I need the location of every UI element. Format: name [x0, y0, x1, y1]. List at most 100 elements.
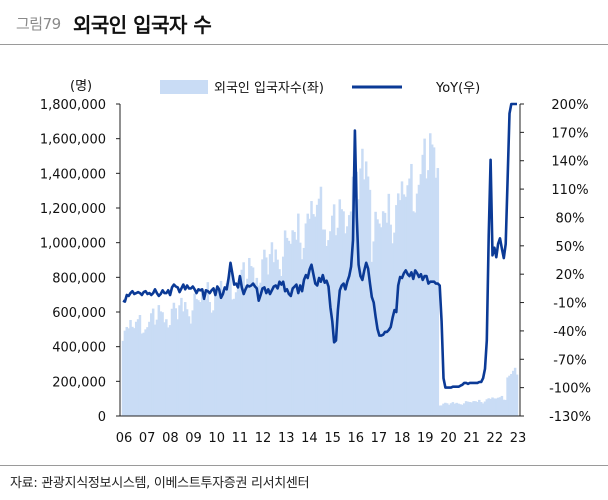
- arrivals-bar: [438, 405, 441, 416]
- arrivals-bar: [206, 282, 210, 416]
- arrivals-area-series: [121, 133, 519, 417]
- arrivals-bar: [134, 321, 138, 416]
- arrivals-bar: [504, 399, 507, 416]
- arrivals-bar: [234, 292, 238, 416]
- footer-divider: [0, 465, 608, 466]
- arrivals-bar: [385, 222, 389, 416]
- arrivals-bar: [142, 332, 145, 416]
- arrivals-bar: [317, 198, 321, 416]
- arrivals-bar: [138, 315, 142, 416]
- left-tick-label: 1,400,000: [40, 167, 106, 182]
- arrivals-bar: [415, 193, 419, 416]
- arrivals-bar: [506, 377, 509, 416]
- arrivals-bar: [464, 401, 468, 416]
- arrivals-bar: [346, 226, 349, 416]
- arrivals-bar: [468, 402, 472, 416]
- right-tick-label: -70%: [553, 353, 587, 368]
- arrivals-bar: [278, 269, 281, 416]
- arrivals-bar: [412, 211, 415, 416]
- arrivals-bar: [457, 403, 460, 416]
- arrivals-bar: [172, 302, 176, 416]
- arrivals-bar: [208, 302, 211, 416]
- arrivals-bar: [251, 267, 255, 416]
- left-tick-label: 1,200,000: [40, 202, 106, 217]
- left-tick-label: 800,000: [52, 271, 106, 286]
- arrivals-bar: [376, 219, 379, 416]
- right-axis-ticks: -130% -100% -70% -40% -10% 20% 50% 80% 110% 140% 1…: [520, 98, 591, 425]
- right-tick-label: 140%: [551, 155, 588, 170]
- arrivals-bar: [223, 291, 227, 416]
- left-tick-label: 600,000: [52, 306, 106, 321]
- arrivals-bar: [361, 148, 364, 416]
- arrivals-bar: [496, 397, 500, 416]
- arrivals-bar: [217, 292, 221, 416]
- arrivals-bar: [240, 269, 244, 416]
- arrivals-bar: [136, 319, 140, 416]
- left-tick-label: 1,800,000: [40, 98, 106, 113]
- x-tick-label: 12: [255, 431, 272, 446]
- arrivals-bar: [453, 403, 457, 416]
- legend: 외국인 입국자수(좌) YoY(우): [160, 80, 480, 96]
- arrivals-bar: [249, 266, 253, 416]
- arrivals-bar: [338, 199, 342, 416]
- right-tick-label: 110%: [551, 183, 588, 198]
- arrivals-bar: [219, 280, 223, 416]
- arrivals-bar: [444, 402, 447, 416]
- arrivals-bar: [259, 282, 262, 416]
- right-tick-label: -100%: [549, 382, 591, 397]
- right-tick-label: 50%: [556, 240, 585, 255]
- arrivals-bar: [238, 281, 242, 416]
- arrivals-bar: [246, 278, 249, 416]
- arrivals-bar: [189, 323, 193, 416]
- arrivals-bar: [216, 289, 219, 416]
- arrivals-bar: [449, 403, 453, 416]
- arrivals-bar: [321, 229, 325, 416]
- arrivals-bar: [410, 163, 413, 416]
- yoy-line: [122, 102, 517, 389]
- arrivals-bar: [319, 186, 323, 416]
- arrivals-bar: [297, 213, 300, 416]
- arrivals-bar: [400, 181, 404, 416]
- arrivals-bar: [274, 249, 277, 416]
- arrivals-bar: [304, 223, 308, 416]
- arrivals-bar: [344, 233, 347, 416]
- arrivals-bar: [419, 174, 423, 416]
- left-tick-label: 1,000,000: [40, 237, 106, 252]
- arrivals-bar: [268, 254, 272, 416]
- arrivals-bar: [478, 399, 481, 416]
- arrivals-bar: [500, 395, 504, 416]
- arrivals-bar: [151, 308, 155, 416]
- left-axis-unit: (명): [70, 79, 92, 94]
- arrivals-bar: [131, 326, 134, 416]
- x-tick-label: 10: [208, 431, 225, 446]
- right-tick-label: 20%: [556, 268, 585, 283]
- arrivals-bar: [129, 319, 132, 416]
- arrivals-bar: [391, 243, 394, 416]
- arrivals-bar: [466, 401, 470, 416]
- right-tick-label: -40%: [553, 325, 587, 340]
- x-tick-label: 23: [510, 431, 527, 446]
- left-tick-label: 1,600,000: [40, 133, 106, 148]
- arrivals-bar: [155, 319, 159, 416]
- figure-header: 그림79 외국인 입국자 수: [0, 0, 608, 44]
- arrivals-bar: [255, 277, 259, 416]
- arrivals-bar: [355, 171, 359, 416]
- arrivals-bar: [483, 401, 487, 416]
- x-tick-label: 13: [278, 431, 295, 446]
- arrivals-bar: [495, 398, 498, 416]
- arrivals-bar: [398, 200, 402, 416]
- arrivals-bar: [289, 243, 293, 416]
- arrivals-bar: [459, 404, 462, 416]
- arrivals-bar: [214, 295, 217, 416]
- arrivals-bar: [159, 311, 162, 416]
- arrivals-bar: [347, 215, 351, 416]
- arrivals-bar: [363, 179, 366, 416]
- arrivals-bar: [408, 178, 411, 416]
- arrivals-bar: [270, 242, 274, 416]
- figure-title: 외국인 입국자 수: [73, 13, 212, 37]
- arrivals-bar: [462, 403, 466, 416]
- arrivals-bar: [195, 298, 198, 416]
- arrivals-bar: [372, 241, 375, 416]
- arrivals-bar: [481, 403, 485, 416]
- arrivals-bar: [383, 212, 387, 416]
